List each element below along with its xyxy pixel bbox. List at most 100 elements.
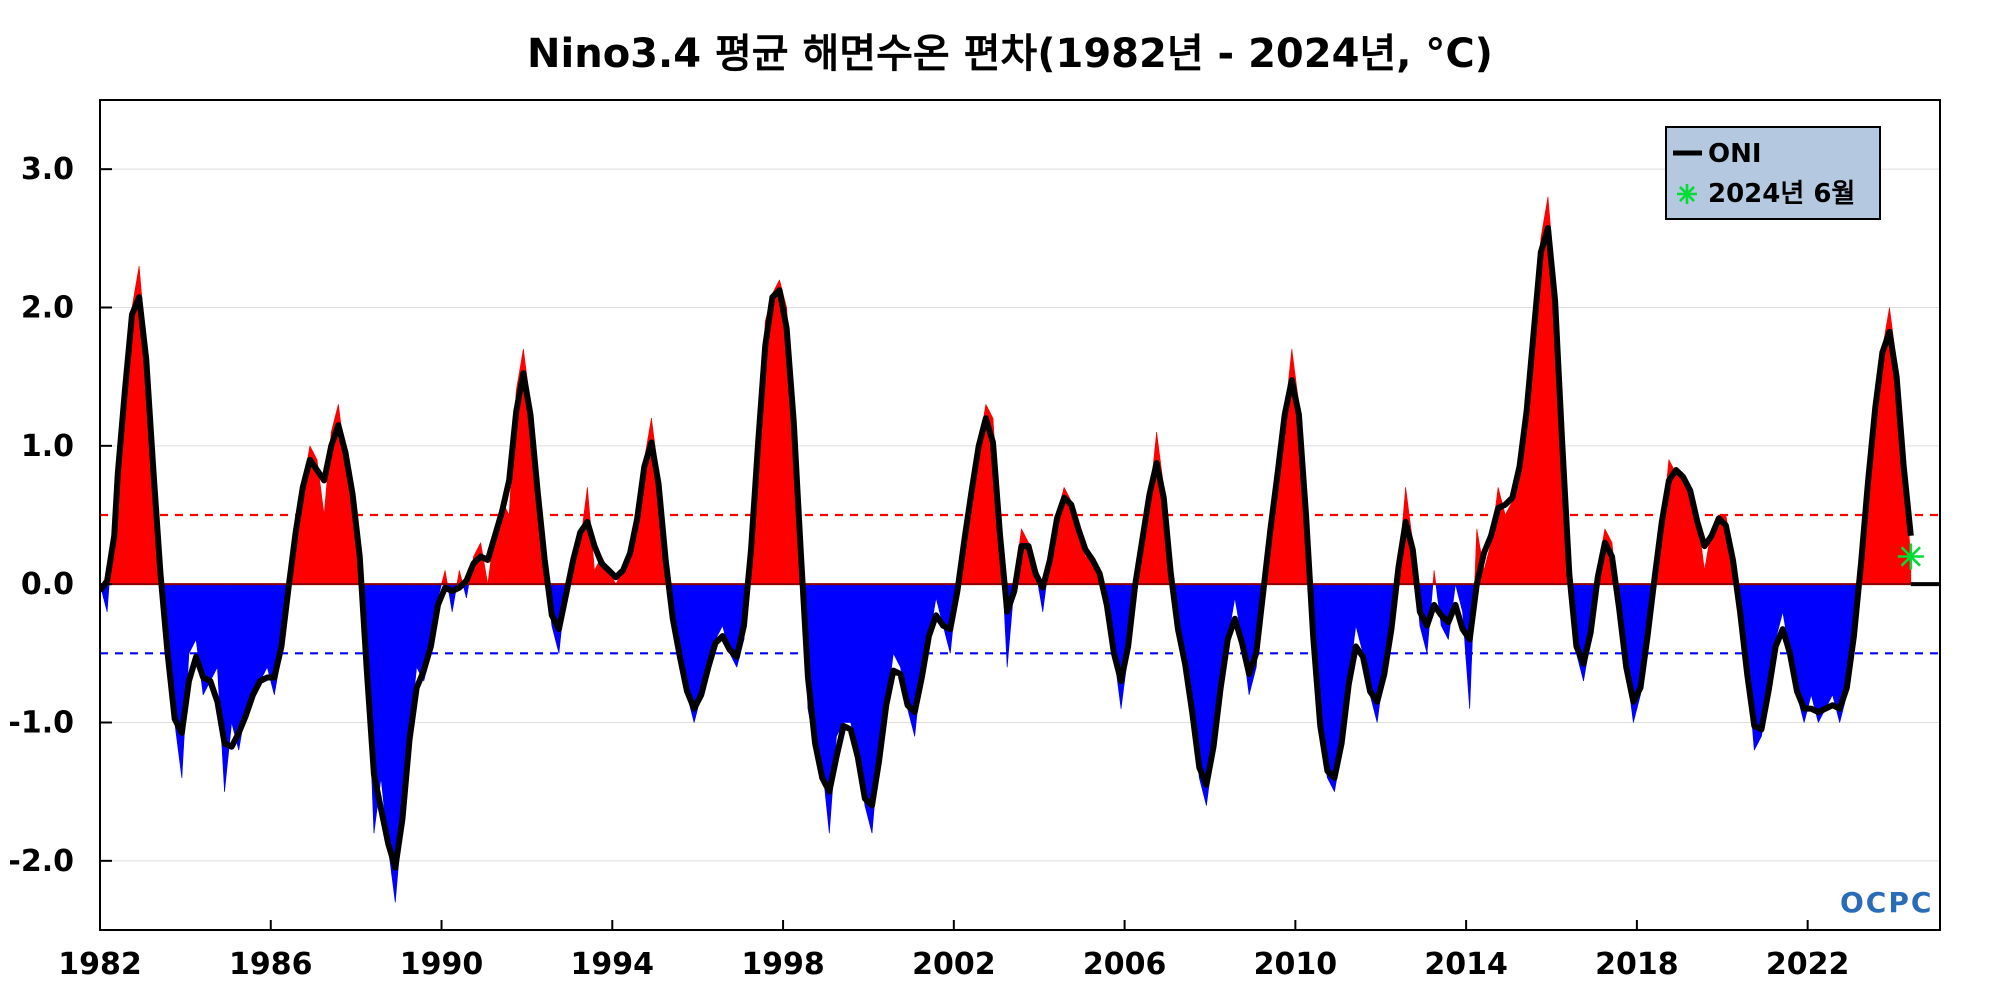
positive-anomaly-area — [1085, 556, 1090, 585]
legend-marker-star-stroke — [1679, 186, 1695, 202]
positive-anomaly-area — [594, 563, 599, 585]
latest-value-marker-stroke — [1900, 546, 1921, 567]
x-tick-label: 2022 — [1766, 947, 1850, 982]
negative-anomaly-area — [242, 583, 247, 730]
negative-anomaly-area — [224, 583, 229, 792]
negative-anomaly-area — [850, 583, 855, 737]
chart-title: Nino3.4 평균 해면수온 편차(1982년 - 2024년, °C) — [527, 31, 1493, 77]
negative-anomaly-area — [377, 583, 382, 806]
positive-anomaly-area — [1682, 473, 1687, 585]
positive-anomaly-area — [1156, 431, 1161, 585]
negative-anomaly-area — [1778, 583, 1784, 626]
negative-anomaly-area — [387, 583, 393, 875]
negative-anomaly-area — [829, 583, 834, 834]
legend: ONI 2024년 6월 — [1665, 126, 1881, 220]
negative-anomaly-area — [192, 583, 197, 647]
latest-value-marker — [1897, 543, 1924, 570]
y-tick-label: 0.0 — [21, 567, 74, 602]
x-axis: 1982 1986 1990 1994 1998 2002 2006 2010 2014 2018… — [58, 920, 1849, 982]
positive-anomaly-area — [1508, 501, 1513, 585]
x-tick-label: 1994 — [571, 947, 655, 982]
negative-anomaly-area — [209, 583, 215, 682]
negative-anomaly-area — [889, 583, 894, 682]
negative-anomaly-area — [843, 583, 848, 723]
x-tick-label: 1998 — [741, 947, 825, 982]
x-tick-label: 2018 — [1595, 947, 1679, 982]
positive-anomaly-area — [583, 487, 588, 585]
negative-anomaly-area — [249, 583, 254, 702]
negative-anomaly-area — [1330, 583, 1335, 792]
x-tick-label: 2006 — [1083, 947, 1167, 982]
positive-anomaly-area — [1679, 473, 1684, 585]
positive-anomaly-area — [1504, 507, 1510, 585]
negative-anomaly-area — [181, 583, 186, 778]
positive-anomaly-area — [1544, 196, 1549, 585]
positive-anomaly-area — [1501, 501, 1506, 585]
negative-anomaly-area — [263, 583, 268, 675]
positive-anomaly-area — [1152, 431, 1157, 585]
oni-line — [100, 224, 1914, 871]
x-tick-label: 1982 — [58, 947, 142, 982]
negative-anomaly-area — [1803, 583, 1808, 723]
negative-anomaly-area — [188, 583, 193, 654]
positive-anomaly-area — [1497, 487, 1502, 585]
negative-anomaly-area — [1782, 583, 1787, 633]
negative-anomaly-area — [1810, 583, 1816, 709]
negative-anomaly-area — [384, 583, 389, 848]
negative-anomaly-area — [245, 583, 250, 709]
negative-anomaly-area — [1828, 583, 1833, 702]
latest-marker-group — [1897, 543, 1924, 570]
positive-anomaly-area — [1672, 466, 1677, 585]
y-tick-label: -2.0 — [8, 844, 74, 879]
negative-anomaly-area — [1437, 583, 1442, 626]
negative-anomaly-area — [266, 583, 272, 682]
negative-anomaly-area — [1832, 583, 1837, 709]
x-tick-label: 2010 — [1254, 947, 1338, 982]
negative-anomaly-area — [839, 583, 844, 730]
negative-anomaly-area — [106, 583, 110, 612]
negative-anomaly-area — [466, 583, 470, 599]
x-tick-label: 1986 — [229, 947, 313, 982]
negative-anomaly-area — [722, 583, 727, 640]
positive-anomaly-area — [1704, 549, 1709, 585]
negative-anomaly-area — [1231, 583, 1236, 619]
negative-anomaly-area — [1465, 583, 1470, 709]
negative-anomaly-area — [818, 583, 823, 765]
positive-anomaly-area — [441, 570, 446, 585]
positive-anomaly-area — [323, 473, 328, 585]
x-tick-label: 2014 — [1424, 947, 1508, 982]
negative-anomaly-area — [1234, 583, 1239, 619]
anomaly-fill — [100, 196, 1912, 903]
y-tick-label: 2.0 — [21, 291, 74, 326]
negative-anomaly-area — [259, 583, 264, 682]
negative-anomaly-area — [935, 583, 940, 612]
x-tick-label: 1990 — [400, 947, 484, 982]
negative-anomaly-area — [220, 583, 225, 792]
negative-anomaly-area — [416, 583, 421, 675]
negative-anomaly-area — [825, 583, 830, 834]
x-tick-label: 2002 — [912, 947, 996, 982]
negative-anomaly-area — [942, 583, 948, 640]
negative-anomaly-area — [1455, 583, 1460, 599]
negative-anomaly-area — [1807, 583, 1812, 709]
positive-anomaly-area — [456, 570, 460, 585]
negative-anomaly-area — [1818, 583, 1823, 723]
negative-anomaly-area — [1351, 583, 1357, 654]
negative-anomaly-area — [1245, 583, 1250, 695]
reference-lines — [100, 513, 1940, 655]
negative-anomaly-area — [1458, 583, 1463, 612]
negative-anomaly-area — [1359, 583, 1364, 654]
positive-anomaly-area — [480, 542, 485, 585]
negative-anomaly-area — [1444, 583, 1449, 640]
y-tick-label: -1.0 — [8, 706, 74, 741]
negative-anomaly-area — [1327, 583, 1332, 785]
negative-anomaly-area — [213, 583, 218, 675]
y-tick-label: 1.0 — [21, 429, 74, 464]
negative-anomaly-area — [234, 583, 240, 751]
positive-anomaly-area — [444, 570, 448, 585]
positive-anomaly-area — [775, 279, 780, 585]
negative-anomaly-area — [1120, 583, 1125, 709]
legend-marker-label: 2024년 6월 — [1708, 179, 1855, 209]
negative-anomaly-area — [206, 583, 211, 689]
